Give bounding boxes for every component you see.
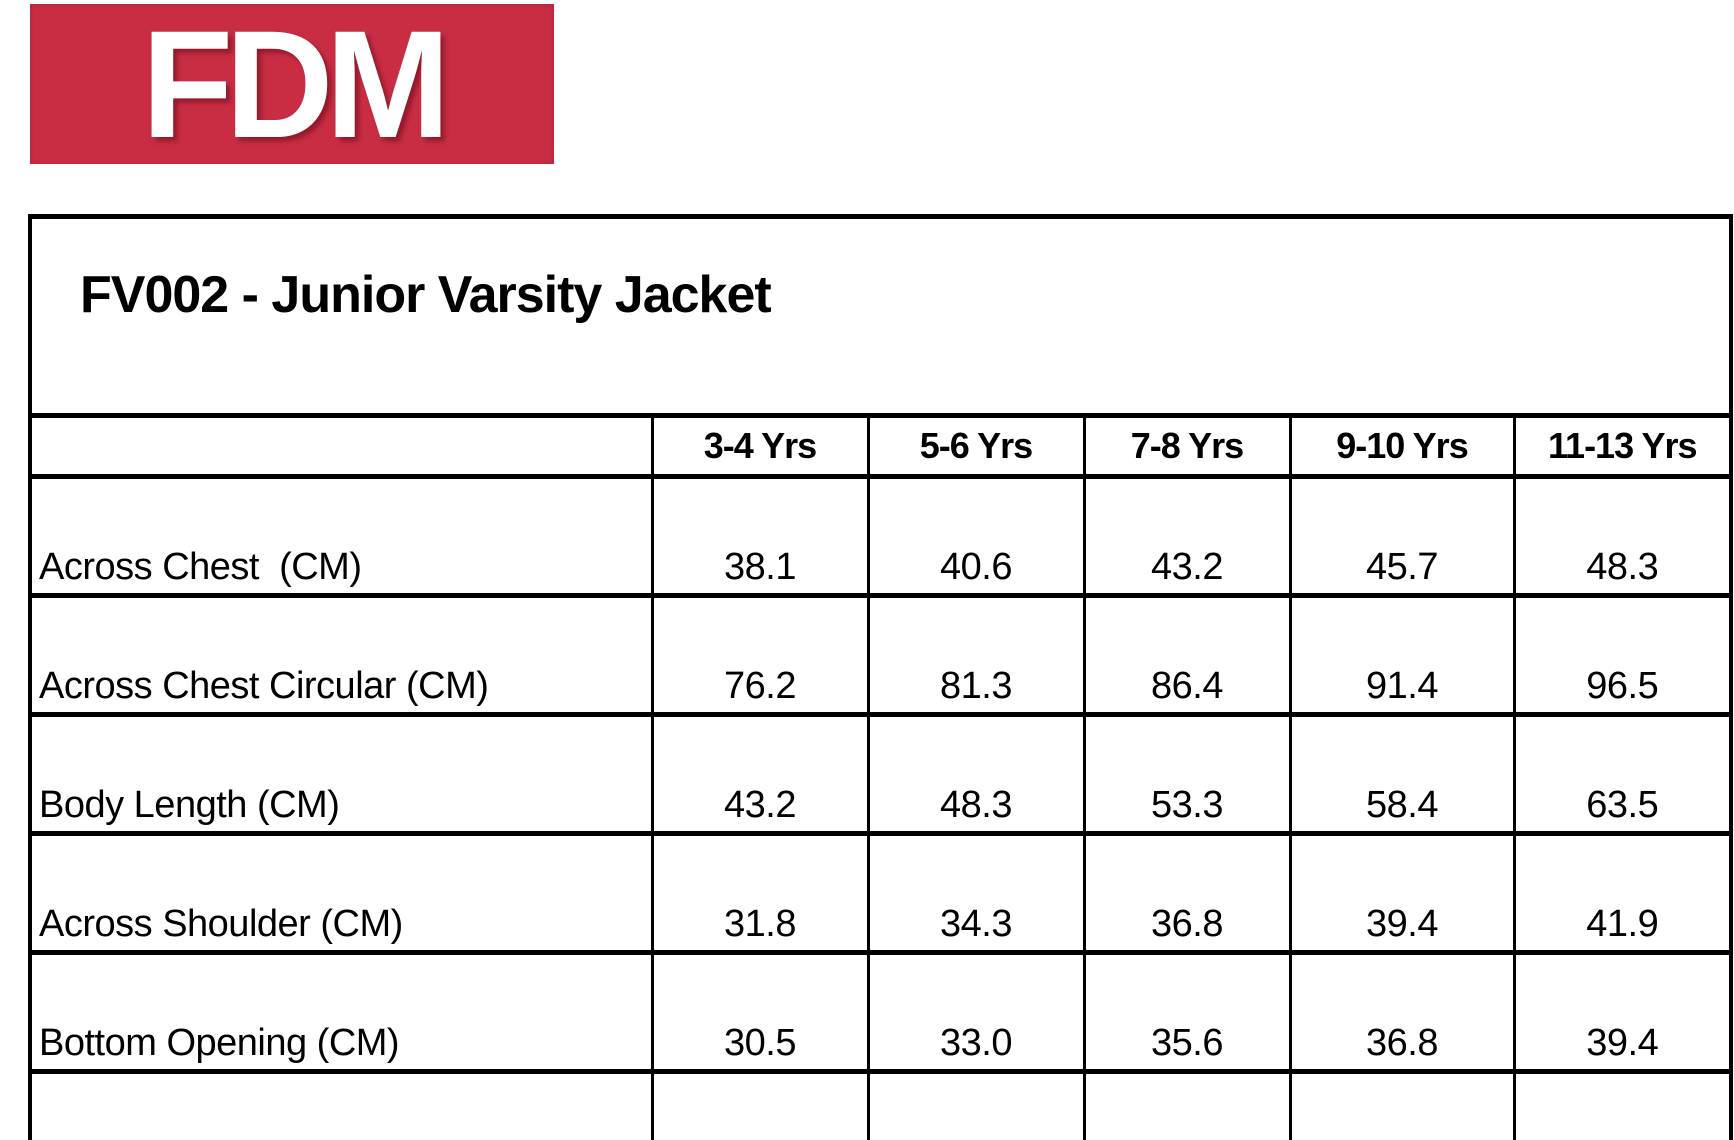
measurement-value: 39.4 (1288, 831, 1516, 955)
measurement-value: 77.5 (1512, 1069, 1733, 1140)
table-row-bottom-opening: Bottom Opening (CM) 30.5 33.0 35.6 36.8 … (28, 950, 1733, 1074)
measurement-value: 86.4 (1082, 593, 1292, 717)
measurement-value: 40.6 (866, 474, 1086, 598)
measurement-value: 35.6 (1082, 950, 1292, 1074)
measurement-value: 41.9 (1512, 831, 1733, 955)
measurement-value: 39.4 (1512, 950, 1733, 1074)
measurement-value: 48.3 (1512, 474, 1733, 598)
measurement-label: Across Shoulder (CM) (28, 831, 654, 955)
size-header-9-10-yrs: 9-10 Yrs (1288, 413, 1516, 479)
measurement-label: Bottom Opening (CM) (28, 950, 654, 1074)
measurement-value: 36.8 (1082, 831, 1292, 955)
measurement-value: 64.8 (1082, 1069, 1292, 1140)
measurement-value: 43.2 (650, 712, 870, 836)
measurement-value: 43.2 (1082, 474, 1292, 598)
measurement-value: 71.1 (1288, 1069, 1516, 1140)
table-row-sleeve-length: Sleeve Length (CBN) CM) 52.1 58.4 64.8 7… (28, 1069, 1733, 1140)
fdm-logo: FDM (30, 4, 554, 164)
size-header-7-8-yrs: 7-8 Yrs (1082, 413, 1292, 479)
measurement-value: 53.3 (1082, 712, 1292, 836)
measurement-value: 34.3 (866, 831, 1086, 955)
size-header-3-4-yrs: 3-4 Yrs (650, 413, 870, 479)
fdm-logo-text: FDM (141, 0, 451, 170)
measurement-value: 58.4 (1288, 712, 1516, 836)
measurement-value: 58.4 (866, 1069, 1086, 1140)
measurement-value: 36.8 (1288, 950, 1516, 1074)
product-title: FV002 - Junior Varsity Jacket (28, 214, 1733, 418)
measurement-value: 48.3 (866, 712, 1086, 836)
size-chart-container: FV002 - Junior Varsity Jacket 3-4 Yrs 5-… (28, 214, 1734, 1140)
measurement-label: Sleeve Length (CBN) CM) (28, 1069, 654, 1140)
measurement-label: Across Chest (CM) (28, 474, 654, 598)
table-row-across-shoulder: Across Shoulder (CM) 31.8 34.3 36.8 39.4… (28, 831, 1733, 955)
table-row-across-chest-circular: Across Chest Circular (CM) 76.2 81.3 86.… (28, 593, 1733, 717)
measurement-label: Body Length (CM) (28, 712, 654, 836)
size-header-11-13-yrs: 11-13 Yrs (1512, 413, 1733, 479)
title-row: FV002 - Junior Varsity Jacket (28, 214, 1733, 418)
measurement-value: 30.5 (650, 950, 870, 1074)
size-header-row: 3-4 Yrs 5-6 Yrs 7-8 Yrs 9-10 Yrs 11-13 Y… (28, 413, 1733, 479)
measurement-value: 38.1 (650, 474, 870, 598)
measurement-value: 33.0 (866, 950, 1086, 1074)
header-empty-cell (28, 413, 654, 479)
table-row-across-chest: Across Chest (CM) 38.1 40.6 43.2 45.7 48… (28, 474, 1733, 598)
measurement-value: 96.5 (1512, 593, 1733, 717)
measurement-label: Across Chest Circular (CM) (28, 593, 654, 717)
measurement-value: 63.5 (1512, 712, 1733, 836)
measurement-value: 52.1 (650, 1069, 870, 1140)
measurement-value: 91.4 (1288, 593, 1516, 717)
size-header-5-6-yrs: 5-6 Yrs (866, 413, 1086, 479)
size-chart-table: FV002 - Junior Varsity Jacket 3-4 Yrs 5-… (28, 214, 1734, 1140)
measurement-value: 45.7 (1288, 474, 1516, 598)
table-row-body-length: Body Length (CM) 43.2 48.3 53.3 58.4 63.… (28, 712, 1733, 836)
measurement-value: 76.2 (650, 593, 870, 717)
measurement-value: 31.8 (650, 831, 870, 955)
measurement-value: 81.3 (866, 593, 1086, 717)
